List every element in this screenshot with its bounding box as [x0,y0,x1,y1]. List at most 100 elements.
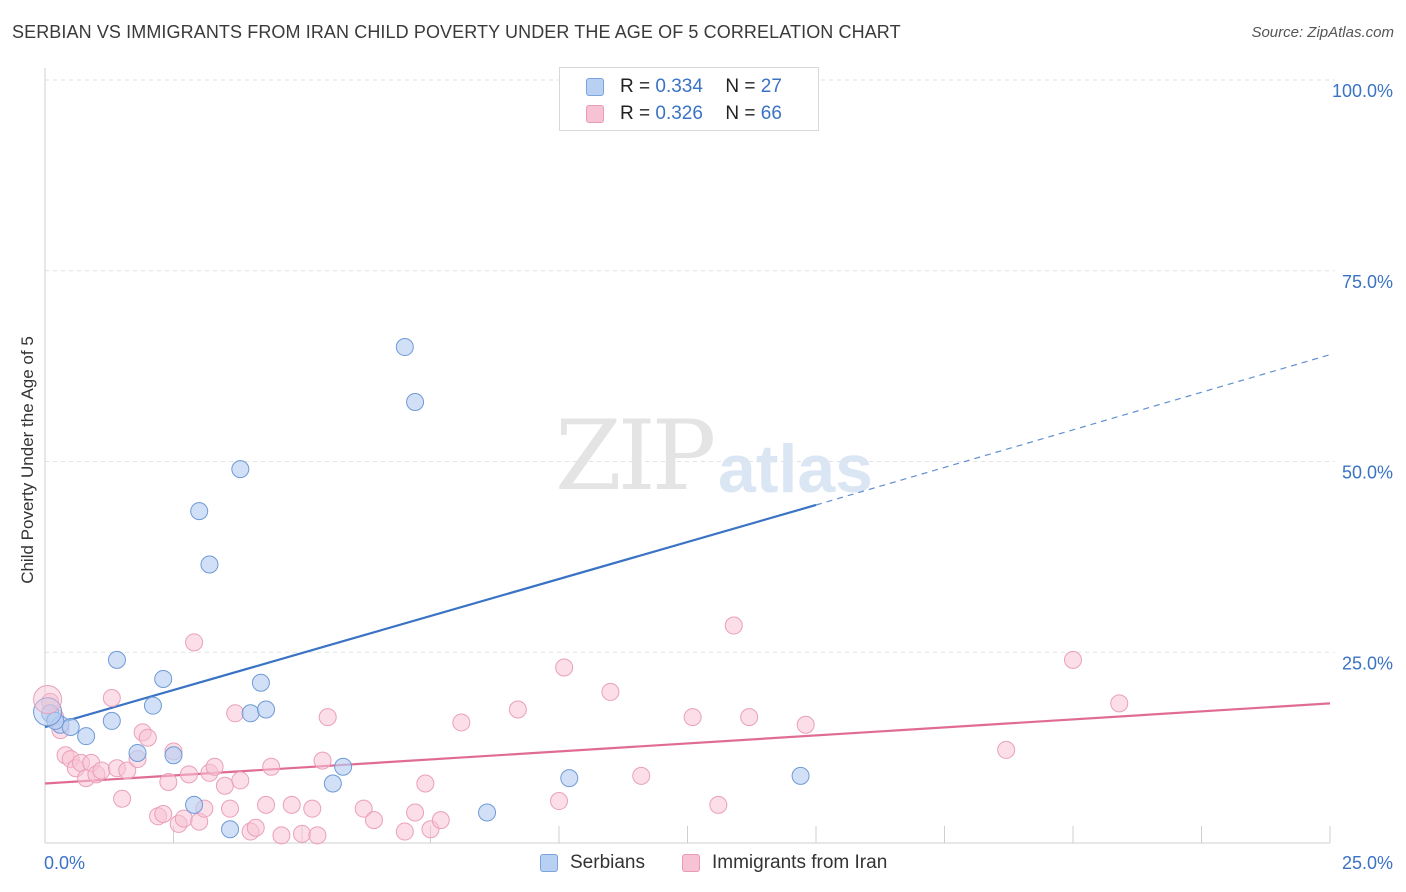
y-tick-label: 50.0% [1342,463,1393,483]
point-iran [313,751,332,770]
point-iran [231,771,250,790]
tick-labels: 25.0% 50.0% 75.0% 100.0% 0.0% 25.0% [44,81,1393,873]
chart-title: SERBIAN VS IMMIGRANTS FROM IRAN CHILD PO… [12,22,901,42]
point-iran [550,792,568,811]
point-iran [159,772,178,791]
point-serbians [323,774,342,793]
point-serbians [241,704,260,723]
y-tick-label: 100.0% [1332,81,1393,101]
point-serbians [61,718,80,737]
legend-n-iran: 66 [760,103,782,124]
legend-swatch-iran [586,105,604,123]
correlation-legend: R = 0.334 N = 27 R = 0.326 N = 66 [559,67,819,131]
point-iran [282,795,301,814]
x-tick-label: 25.0% [1342,853,1393,873]
point-iran [796,715,815,734]
point-iran [246,818,265,837]
point-serbians [791,766,810,785]
point-serbians [406,392,425,411]
point-iran [997,740,1016,759]
point-iran [395,822,414,841]
source-label: Source: ZipAtlas.com [1251,24,1394,41]
point-iran [740,708,759,727]
point-serbians [231,460,250,479]
point-iran [205,757,224,776]
point-iran [632,766,651,785]
legend-row-iran: R = 0.326 N = 66 [586,101,782,127]
point-iran [1110,694,1129,713]
trend-lines [44,354,1331,785]
point-iran [318,708,337,727]
trend-line-iran [44,702,1331,785]
point-serbians [143,696,162,715]
point-iran [154,805,173,824]
point-iran [215,776,234,795]
point-serbians [185,795,204,814]
bottom-legend-iran: Immigrants from Iran [682,852,887,874]
point-serbians [251,673,270,692]
bottom-swatch-serbians [540,854,558,872]
point-serbians [154,669,173,688]
legend-r-serbians: 0.334 [655,76,703,97]
point-serbians [221,820,240,839]
point-iran [185,633,204,652]
watermark-zip: ZIP [555,400,716,512]
point-iran [226,704,245,723]
point-serbians [560,769,579,788]
trend-line-serbians [44,503,817,729]
point-iran [683,708,702,727]
legend-row-serbians: R = 0.334 N = 27 [586,74,782,100]
point-iran [262,757,281,776]
point-iran [303,799,322,818]
point-iran [364,811,383,830]
bottom-legend-serbians: Serbians [540,852,645,874]
point-serbians [395,338,414,357]
legend-n-serbians: 27 [760,76,782,97]
watermark-atlas: atlas [718,431,873,507]
point-serbians [257,700,276,719]
y-tick-label: 75.0% [1342,272,1393,292]
point-iran [416,774,435,793]
legend-swatch-serbians [586,78,604,96]
point-serbians [107,650,126,669]
point-iran [601,682,620,701]
point-iran [406,803,425,822]
point-iran [724,616,743,635]
point-iran [102,689,121,708]
point-serbians [128,743,147,762]
point-iran [179,765,198,784]
point-serbians [164,746,183,765]
x-tick-label: 0.0% [44,853,85,873]
point-iran [308,826,327,845]
y-tick-label: 25.0% [1342,653,1393,673]
point-iran [452,713,471,732]
point-iran [508,700,527,719]
point-iran [221,799,240,818]
point-iran [257,795,276,814]
legend-r-label: R = [620,103,651,124]
legend-r-iran: 0.326 [655,103,703,124]
point-serbians [77,727,96,746]
point-iran [293,824,311,843]
gridlines [45,79,1335,653]
bottom-legend-iran-label: Immigrants from Iran [712,852,888,873]
point-serbians [33,697,63,727]
point-serbians [334,757,353,776]
point-serbians [200,555,219,574]
legend-n-label: N = [725,103,756,124]
point-iran [118,761,137,780]
point-iran [431,811,450,830]
legend-n-label: N = [725,76,756,97]
trend-line-serbians-extension [815,354,1331,506]
data-points [33,71,1129,845]
point-iran [113,789,132,808]
point-iran [354,799,373,818]
point-iran [272,826,291,845]
axes [44,68,1331,844]
point-iran [555,658,574,677]
point-serbians [478,803,497,822]
legend-r-label: R = [620,76,651,97]
point-serbians [190,502,209,521]
point-iran [709,795,728,814]
